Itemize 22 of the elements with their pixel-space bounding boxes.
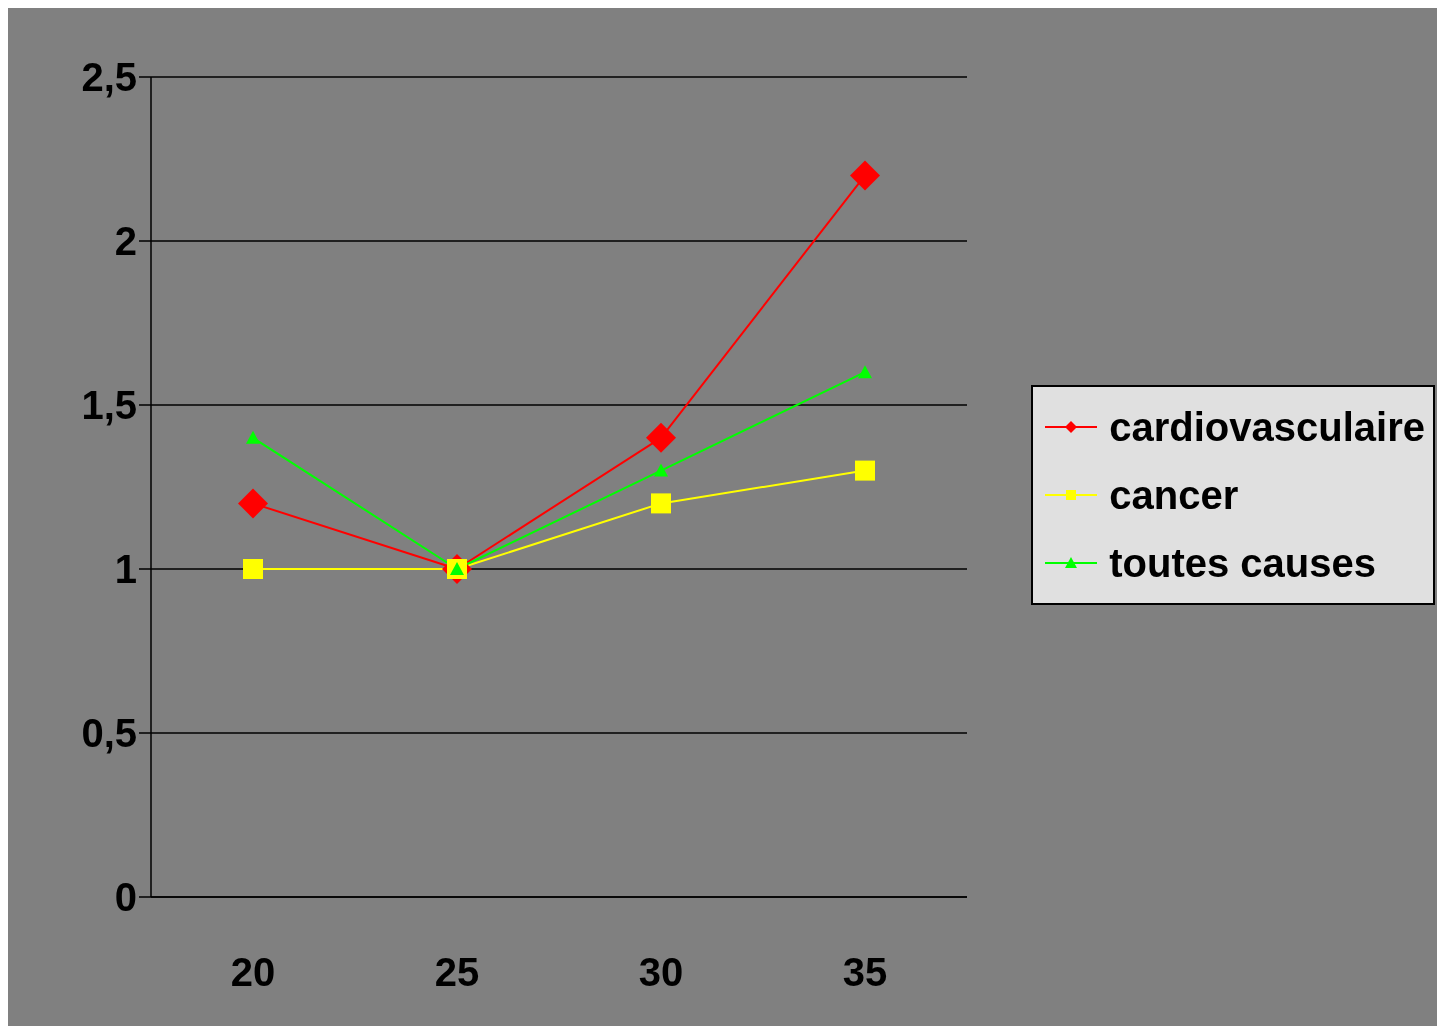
x-tick-label: 20 (230, 950, 276, 995)
point (246, 430, 260, 444)
point (651, 493, 671, 514)
y-tick-label: 1,5 (81, 383, 137, 428)
x-tick-label: 30 (638, 950, 684, 995)
point (654, 463, 668, 477)
y-tick-label: 0,5 (81, 711, 137, 756)
point (243, 559, 263, 579)
y-tick-label: 2,5 (81, 55, 137, 100)
y-tick-label: 2 (114, 219, 137, 264)
point (855, 460, 875, 481)
point (646, 422, 676, 453)
point (858, 365, 872, 379)
y-tick-label: 1 (114, 547, 137, 592)
point (238, 488, 268, 519)
x-tick-label: 25 (434, 950, 480, 995)
x-tick-label: 35 (842, 950, 888, 995)
point (850, 160, 880, 191)
y-tick-label: 0 (114, 875, 137, 920)
legend-label: cancer (1109, 472, 1239, 518)
legend-label: cardiovasculaire (1109, 404, 1425, 450)
legend-label: toutes causes (1109, 540, 1377, 586)
